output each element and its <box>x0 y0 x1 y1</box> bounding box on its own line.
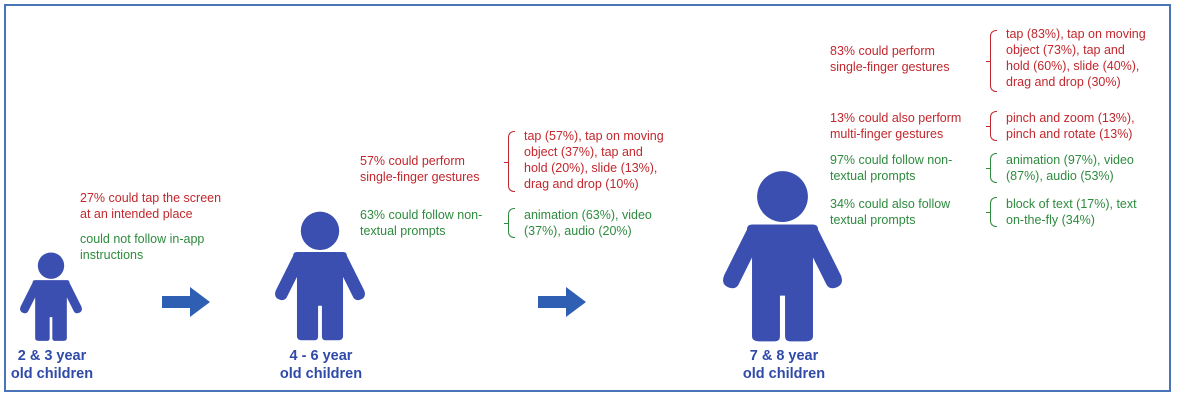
brace <box>986 111 997 141</box>
stage3-textual-detail: block of text (17%), text on-the-fly (34… <box>1006 197 1137 227</box>
stage-label-2-3-years: 2 & 3 year old children <box>10 348 94 382</box>
stage2-nontextual-detail: animation (63%), video (37%), audio (20%… <box>524 208 652 238</box>
arrow-right-icon <box>162 287 210 317</box>
stage3-textual-finding: 34% could also follow textual prompts <box>830 197 951 227</box>
brace <box>986 197 997 227</box>
stage1-tap-finding: 27% could tap the screen at an intended … <box>80 191 222 221</box>
stage3-single-finger-detail: tap (83%), tap on moving object (73%), t… <box>1006 27 1146 89</box>
stage3-single-finger-finding: 83% could perform single-finger gestures <box>830 44 950 74</box>
child-figure-small-icon <box>20 252 82 341</box>
stage1-instructions-finding: could not follow in-app instructions <box>80 232 205 262</box>
brace <box>986 30 997 92</box>
diagram-frame <box>4 4 1171 392</box>
arrow-right-icon <box>538 287 586 317</box>
stage3-nontextual-finding: 97% could follow non- textual prompts <box>830 153 953 183</box>
stage3-multi-finger-detail: pinch and zoom (13%), pinch and rotate (… <box>1006 111 1135 141</box>
brace <box>504 131 515 192</box>
stage3-nontextual-detail: animation (97%), video (87%), audio (53%… <box>1006 153 1134 183</box>
stage2-single-finger-finding: 57% could perform single-finger gestures <box>360 154 480 184</box>
stage-label-7-8-years: 7 & 8 year old children <box>742 348 826 382</box>
stage-label-4-6-years: 4 - 6 year old children <box>279 348 363 382</box>
child-figure-medium-icon <box>275 211 365 341</box>
child-figure-large-icon <box>723 171 842 342</box>
stage2-single-finger-detail: tap (57%), tap on moving object (37%), t… <box>524 129 664 191</box>
brace <box>986 153 997 183</box>
stage3-multi-finger-finding: 13% could also perform multi-finger gest… <box>830 111 962 141</box>
stage2-nontextual-finding: 63% could follow non- textual prompts <box>360 208 483 238</box>
brace <box>504 208 515 238</box>
